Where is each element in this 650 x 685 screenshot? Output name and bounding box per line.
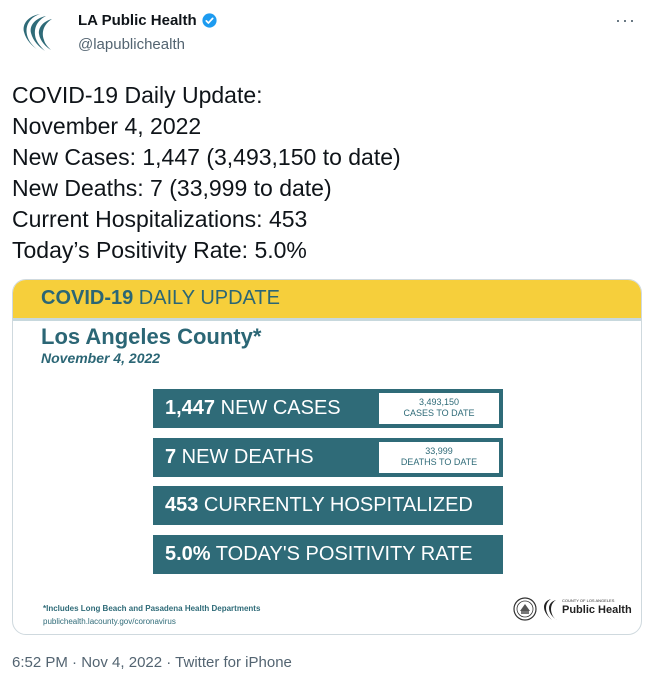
to-date-box: 3,493,150 CASES TO DATE <box>379 393 499 424</box>
logo-county-text: COUNTY OF LOS ANGELES <box>562 598 615 603</box>
to-date-box: 33,999 DEATHS TO DATE <box>379 442 499 473</box>
stat-positivity-rate: 5.0% TODAY'S POSITIVITY RATE <box>153 535 503 574</box>
tweet-date[interactable]: Nov 4, 2022 <box>81 654 163 671</box>
la-public-health-logo-icon[interactable] <box>14 10 58 54</box>
tweet-line: Current Hospitalizations: 453 <box>12 206 308 232</box>
stat-value: 7 <box>165 446 177 468</box>
account-handle[interactable]: @lapublichealth <box>78 36 185 53</box>
to-date-value: 33,999 <box>425 446 453 456</box>
account-name[interactable]: LA Public Health <box>78 12 197 29</box>
account-name-row[interactable]: LA Public Health <box>78 12 218 29</box>
card-date: November 4, 2022 <box>41 350 161 366</box>
stat-value: 5.0% <box>165 543 211 565</box>
stat-text: CURRENTLY HOSPITALIZED <box>198 494 473 516</box>
stat-label: 1,447 NEW CASES <box>153 397 341 420</box>
stat-text: NEW CASES <box>215 397 341 419</box>
tweet-line: COVID-19 Daily Update: <box>12 82 263 108</box>
tweet-line: New Cases: 1,447 (3,493,150 to date) <box>12 144 401 170</box>
to-date-value: 3,493,150 <box>418 397 460 407</box>
stat-value: 453 <box>165 494 199 516</box>
banner: COVID-19 DAILY UPDATE <box>13 280 641 318</box>
banner-title: COVID-19 DAILY UPDATE <box>41 287 280 310</box>
stat-label: 453 CURRENTLY HOSPITALIZED <box>153 494 473 517</box>
tweet-time[interactable]: 6:52 PM <box>12 654 68 671</box>
more-options-icon[interactable]: ··· <box>615 10 636 30</box>
banner-title-rest: DAILY UPDATE <box>133 287 280 309</box>
stat-new-cases: 1,447 NEW CASES 3,493,150 CASES TO DATE <box>153 389 503 428</box>
banner-title-bold: COVID-19 <box>41 287 134 309</box>
logo-public-health-text: Public Health <box>562 604 632 616</box>
stat-new-deaths: 7 NEW DEATHS 33,999 DEATHS TO DATE <box>153 438 503 477</box>
stat-text: TODAY'S POSITIVITY RATE <box>210 543 473 565</box>
tweet-line: New Deaths: 7 (33,999 to date) <box>12 175 332 201</box>
county-seal-icon <box>513 597 537 621</box>
card-footnote: *Includes Long Beach and Pasadena Health… <box>43 604 261 613</box>
tweet-line: Today’s Positivity Rate: 5.0% <box>12 237 307 263</box>
tweet-source[interactable]: Twitter for iPhone <box>175 654 292 671</box>
public-health-logo-icon <box>544 599 557 620</box>
card-website: publichealth.lacounty.gov/coronavirus <box>43 617 176 626</box>
tweet-text: COVID-19 Daily Update: November 4, 2022 … <box>12 80 632 266</box>
meta-separator: · <box>162 654 176 671</box>
stat-label: 7 NEW DEATHS <box>153 446 314 469</box>
to-date-label: DEATHS TO DATE <box>400 457 478 467</box>
meta-separator: · <box>67 654 82 671</box>
stat-label: 5.0% TODAY'S POSITIVITY RATE <box>153 543 473 566</box>
stat-text: NEW DEATHS <box>176 446 314 468</box>
stat-hospitalized: 453 CURRENTLY HOSPITALIZED <box>153 486 503 525</box>
tweet-line: November 4, 2022 <box>12 113 202 139</box>
media-image-card[interactable]: COVID-19 DAILY UPDATE Los Angeles County… <box>12 279 642 635</box>
verified-badge-icon <box>202 13 217 28</box>
stat-value: 1,447 <box>165 397 216 419</box>
county-title: Los Angeles County* <box>41 324 262 349</box>
tweet-header: LA Public Health @lapublichealth ··· <box>12 8 642 62</box>
tweet-meta: 6:52 PM · Nov 4, 2022 · Twitter for iPho… <box>12 654 292 671</box>
banner-divider <box>13 318 641 321</box>
to-date-label: CASES TO DATE <box>403 408 475 418</box>
